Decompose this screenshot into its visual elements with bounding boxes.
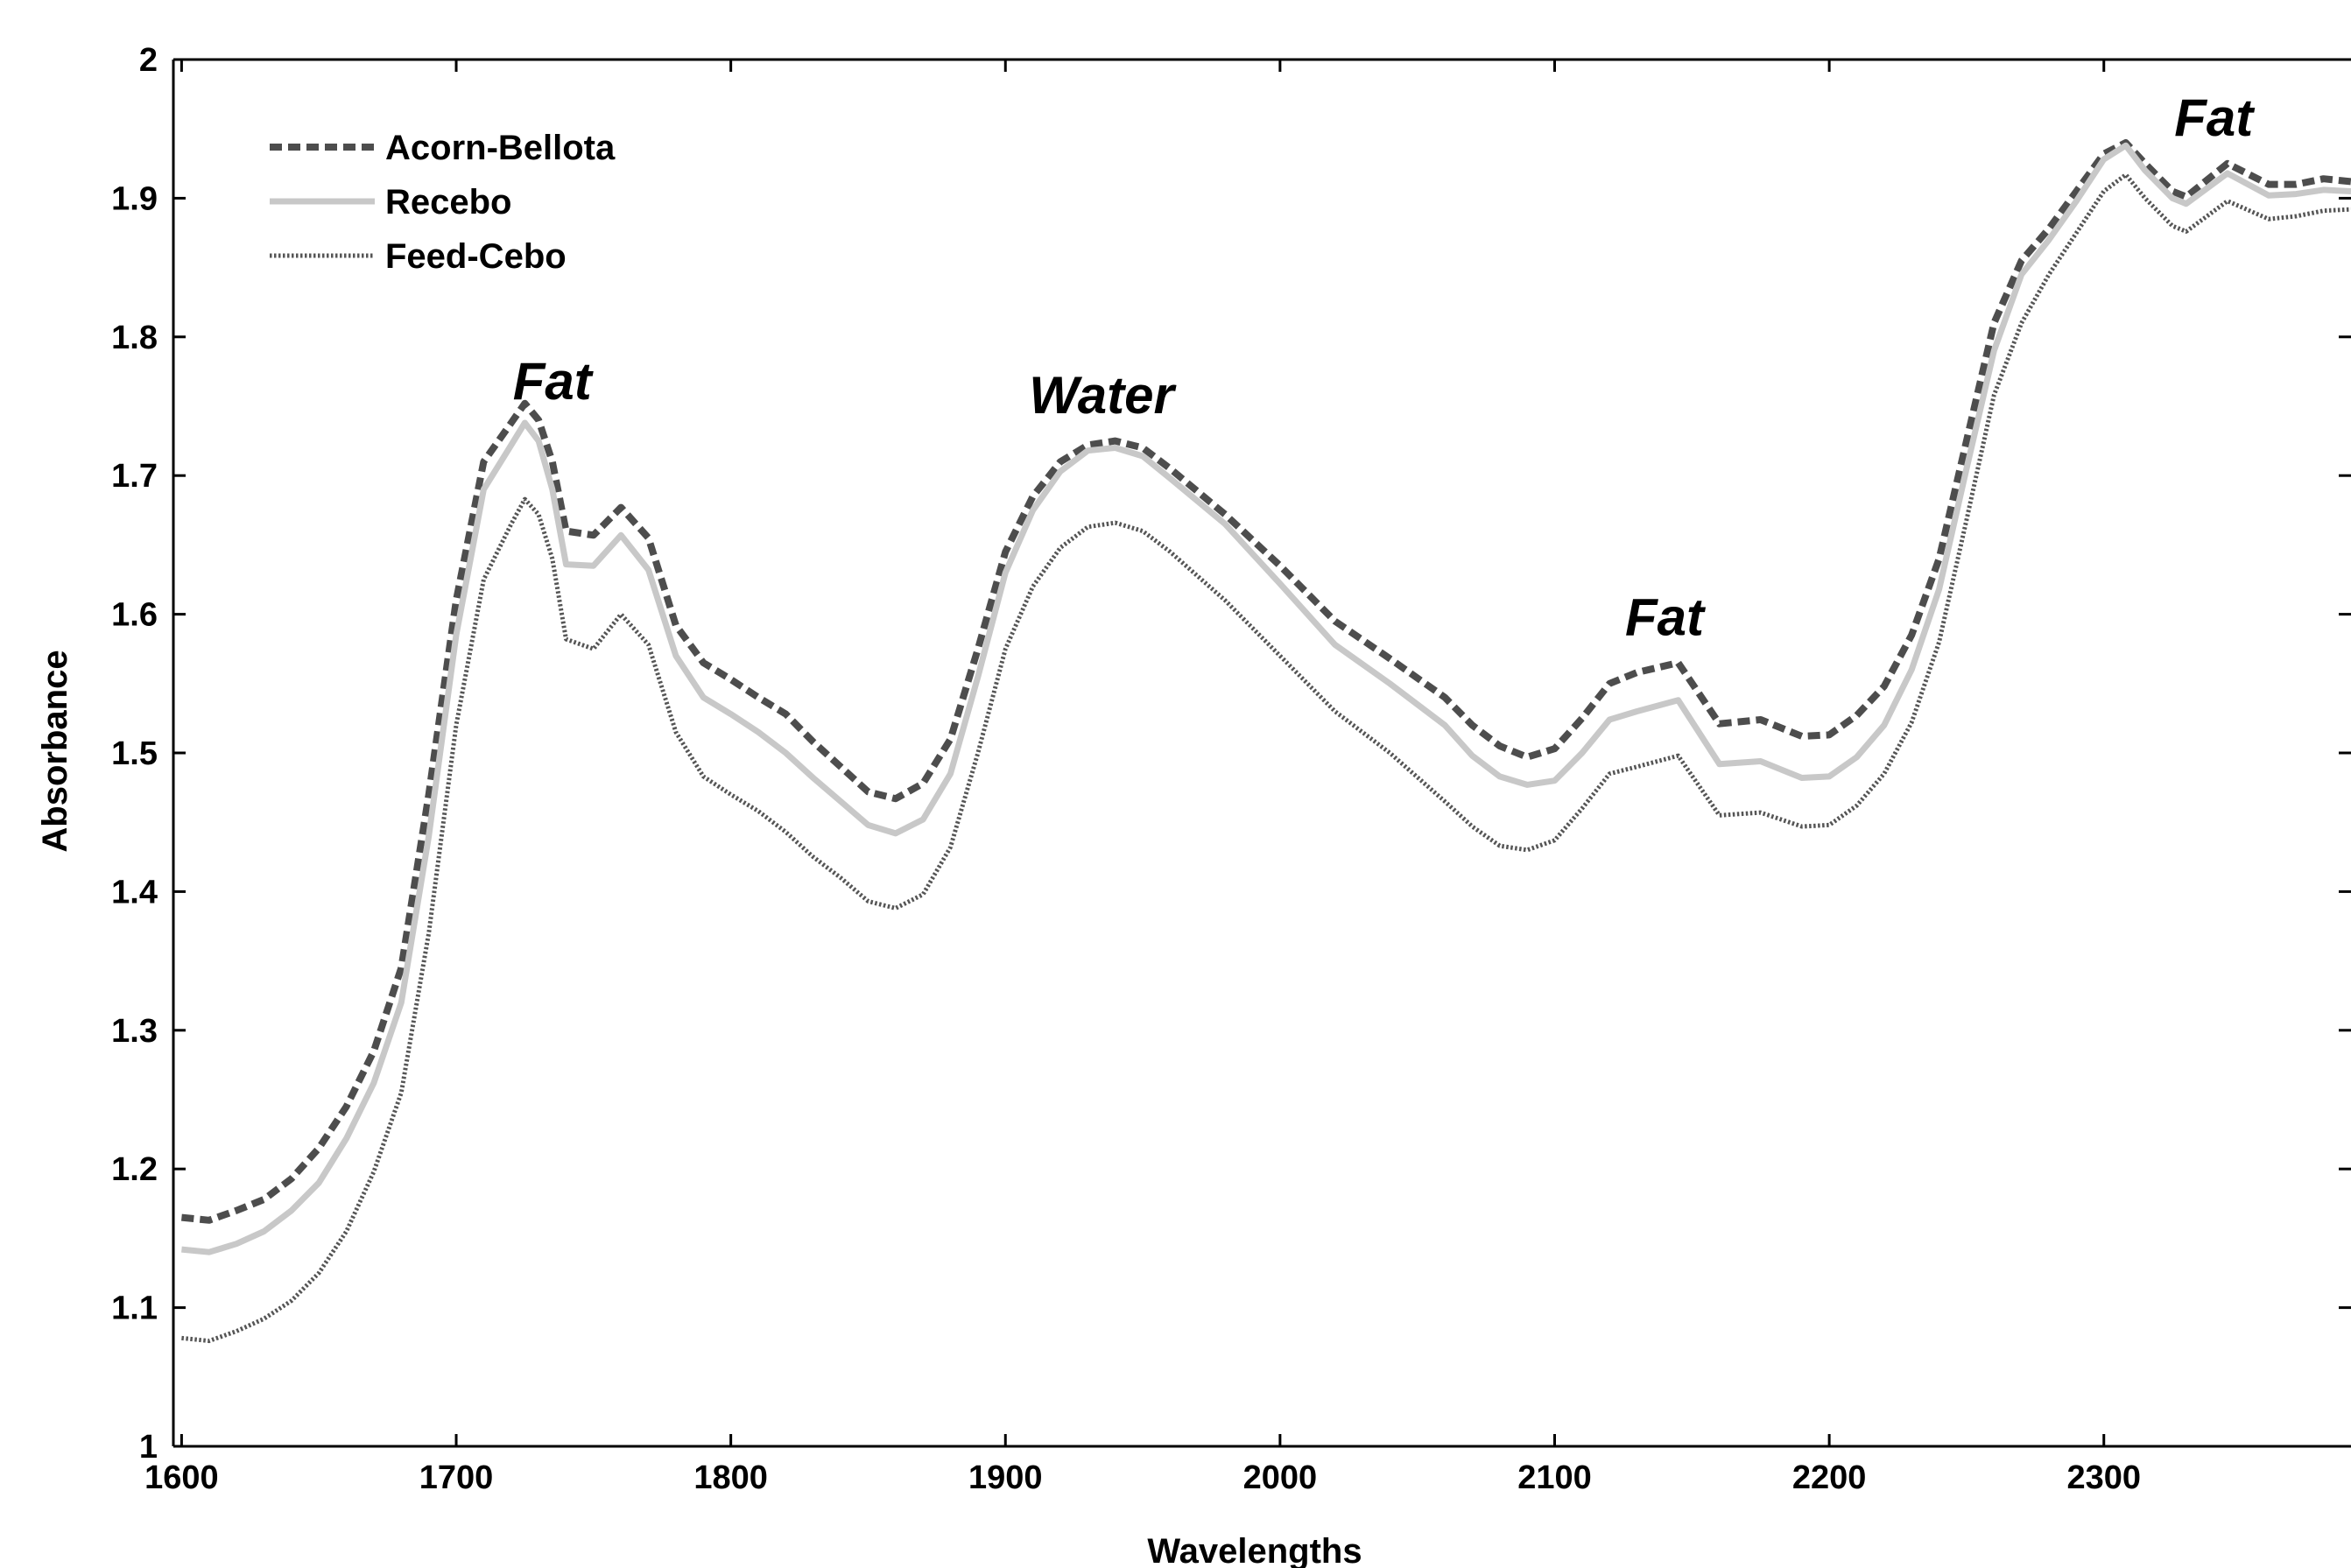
y-tick-label: 1.2 bbox=[111, 1151, 158, 1188]
series-layer bbox=[180, 139, 2351, 1344]
legend: Acorn-Bellota Recebo Feed-Cebo bbox=[270, 129, 616, 276]
series-line-feed-cebo bbox=[181, 172, 2351, 1344]
y-axis-title: Absorbance bbox=[36, 650, 74, 852]
x-tick-label: 2100 bbox=[1517, 1459, 1592, 1496]
y-tick-label: 1.1 bbox=[111, 1290, 158, 1327]
y-tick-label: 1.8 bbox=[111, 320, 158, 356]
legend-label: Acorn-Bellota bbox=[385, 129, 616, 167]
y-tick-label: 1.3 bbox=[111, 1013, 158, 1050]
x-tick-label: 1900 bbox=[968, 1459, 1043, 1496]
x-tick-label: 1800 bbox=[693, 1459, 768, 1496]
y-tick-label: 1 bbox=[139, 1429, 158, 1466]
x-tick-label: 1700 bbox=[419, 1459, 494, 1496]
annotation-label: Fat bbox=[2174, 88, 2256, 147]
y-tick-label: 1.7 bbox=[111, 458, 158, 495]
x-tick-label: 2200 bbox=[1792, 1459, 1867, 1496]
y-tick-label: 1.6 bbox=[111, 597, 158, 634]
series-line-acorn-bellota bbox=[180, 139, 2351, 1224]
annotation-label: Fat bbox=[1625, 587, 1707, 646]
x-axis-title: Wavelengths bbox=[1147, 1532, 1362, 1568]
y-tick-label: 1.5 bbox=[111, 735, 158, 772]
x-tick-label: 1600 bbox=[144, 1459, 219, 1496]
legend-label: Recebo bbox=[385, 183, 512, 221]
series-line-recebo bbox=[181, 142, 2351, 1255]
axes: 1 1.1 1.2 1.3 1.4 1.5 1.6 1.7 1.8 1.9 2 1600 1700 180… bbox=[111, 42, 2351, 1496]
annotation-label: Water bbox=[1029, 366, 1177, 425]
y-tick-label: 2 bbox=[139, 42, 158, 79]
y-tick-label: 1.4 bbox=[111, 874, 158, 911]
y-tick-label: 1.9 bbox=[111, 180, 158, 217]
x-tick-label: 2000 bbox=[1243, 1459, 1318, 1496]
x-tick-label: 2300 bbox=[2066, 1459, 2141, 1496]
annotation-label: Fat bbox=[513, 352, 595, 411]
legend-label: Feed-Cebo bbox=[385, 237, 567, 276]
annotations: Fat Water Fat Fat bbox=[513, 88, 2256, 646]
